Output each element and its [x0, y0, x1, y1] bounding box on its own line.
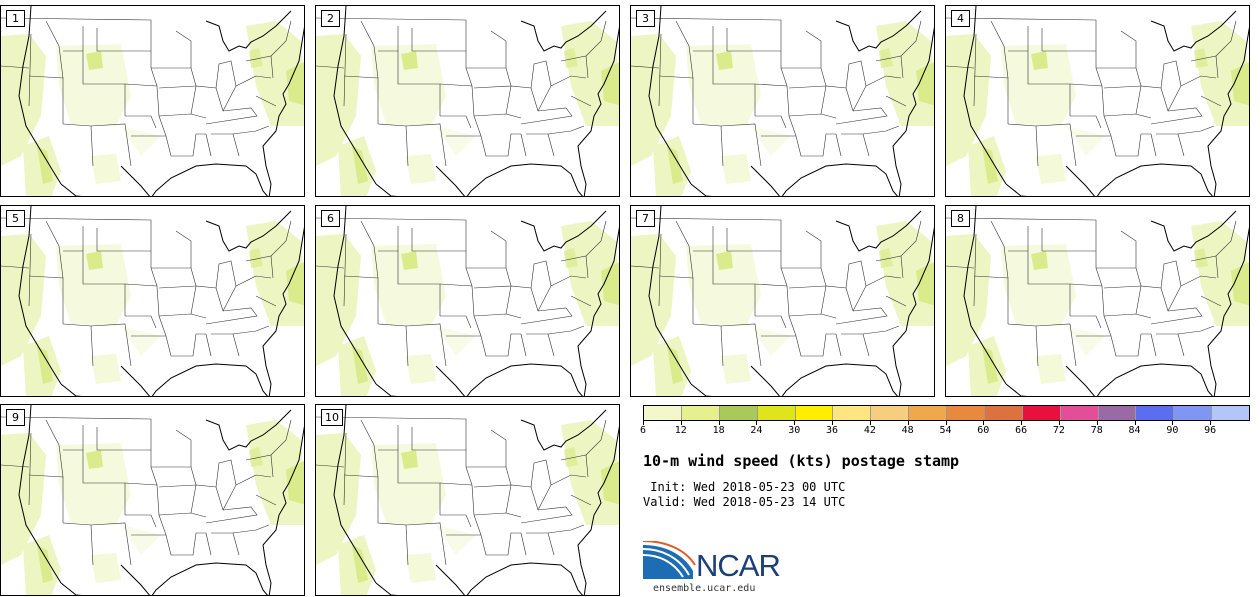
colorbar-segment	[1022, 406, 1061, 420]
ensemble-member-panel[interactable]: 10	[315, 404, 620, 596]
member-number-label: 3	[636, 10, 655, 27]
ensemble-member-panel[interactable]: 7	[630, 205, 935, 397]
colorbar-segment	[757, 406, 796, 420]
colorbar-tick	[1096, 420, 1098, 425]
member-number-label: 6	[321, 210, 340, 227]
colorbar-tick-label: 66	[1015, 425, 1028, 436]
colorbar-segment	[1174, 406, 1213, 420]
plot-title: 10-m wind speed (kts) postage stamp	[643, 452, 960, 470]
ensemble-member-panel[interactable]: 3	[630, 5, 935, 197]
ensemble-member-panel[interactable]: 6	[315, 205, 620, 397]
colorbar-segment	[1060, 406, 1099, 420]
colorbar-tick-label: 42	[863, 425, 876, 436]
valid-time: Valid: Wed 2018-05-23 14 UTC	[643, 495, 846, 509]
colorbar-tick	[869, 420, 871, 425]
colorbar-tick-label: 54	[939, 425, 952, 436]
colorbar-tick-label: 96	[1204, 425, 1217, 436]
conus-map	[1, 206, 304, 396]
member-number-label: 4	[951, 10, 970, 27]
colorbar-segment	[909, 406, 947, 420]
colorbar-tick	[680, 420, 682, 425]
ensemble-member-panel[interactable]: 8	[945, 205, 1250, 397]
member-number-label: 5	[6, 210, 25, 227]
ensemble-member-panel[interactable]: 9	[0, 404, 305, 596]
colorbar-segment	[1136, 406, 1175, 420]
colorbar-tick	[907, 420, 909, 425]
member-number-label: 1	[6, 10, 25, 27]
colorbar-tick	[1210, 420, 1212, 425]
member-number-label: 8	[951, 210, 970, 227]
colorbar-tick-label: 72	[1052, 425, 1065, 436]
colorbar-segment	[681, 406, 720, 420]
colorbar-tick-label: 60	[977, 425, 990, 436]
colorbar-tick	[1134, 420, 1136, 425]
colorbar-tick-label: 18	[712, 425, 725, 436]
colorbar-tick	[983, 420, 985, 425]
colorbar-segment	[833, 406, 872, 420]
colorbar-segment	[1212, 406, 1249, 420]
site-url[interactable]: ensemble.ucar.edu	[653, 583, 756, 594]
conus-map	[1, 6, 304, 196]
ensemble-member-panel[interactable]: 4	[945, 5, 1250, 197]
colorbar-segment	[719, 406, 758, 420]
member-number-label: 10	[321, 409, 343, 426]
ensemble-member-panel[interactable]: 1	[0, 5, 305, 197]
colorbar-segment	[947, 406, 985, 420]
conus-map	[1, 405, 304, 595]
colorbar-tick	[1172, 420, 1174, 425]
conus-map	[946, 6, 1249, 196]
colorbar-tick	[643, 420, 644, 425]
colorbar-segment	[984, 406, 1023, 420]
colorbar-tick-label: 6	[639, 425, 647, 436]
colorbar-tick-label: 48	[901, 425, 914, 436]
conus-map	[316, 206, 619, 396]
colorbar-tick	[832, 420, 834, 425]
ensemble-member-panel[interactable]: 5	[0, 205, 305, 397]
conus-map	[316, 6, 619, 196]
member-number-label: 7	[636, 210, 655, 227]
colorbar-tick	[1058, 420, 1060, 425]
colorbar-ticks: 6 12 18 24 30 36 42 48 54 60 66 72 78 84 90 96	[639, 420, 1248, 440]
colorbar-tick-label: 90	[1166, 425, 1179, 436]
colorbar-tick	[1021, 420, 1023, 425]
colorbar-tick-label: 36	[826, 425, 839, 436]
conus-map	[946, 206, 1249, 396]
colorbar-tick-label: 84	[1128, 425, 1141, 436]
colorbar-tick	[756, 420, 758, 425]
colorbar-tick	[794, 420, 796, 425]
colorbar-segment	[1098, 406, 1137, 420]
wind-speed-colorbar	[643, 405, 1250, 421]
colorbar-segment	[795, 406, 834, 420]
member-number-label: 9	[6, 409, 25, 426]
colorbar-tick	[945, 420, 947, 425]
ncar-logo-icon[interactable]	[643, 541, 803, 583]
init-time: Init: Wed 2018-05-23 00 UTC	[643, 480, 846, 494]
colorbar-segment	[644, 406, 682, 420]
conus-map	[316, 405, 619, 595]
colorbar-tick-label: 12	[674, 425, 687, 436]
member-number-label: 2	[321, 10, 340, 27]
colorbar-tick-label: 78	[1090, 425, 1103, 436]
ensemble-member-panel[interactable]: 2	[315, 5, 620, 197]
colorbar-segment	[871, 406, 910, 420]
conus-map	[631, 206, 934, 396]
conus-map	[631, 6, 934, 196]
colorbar-tick-label: 24	[750, 425, 763, 436]
ncar-logo-text: NCAR	[696, 548, 781, 583]
colorbar-tick-label: 30	[788, 425, 801, 436]
colorbar-tick	[718, 420, 720, 425]
